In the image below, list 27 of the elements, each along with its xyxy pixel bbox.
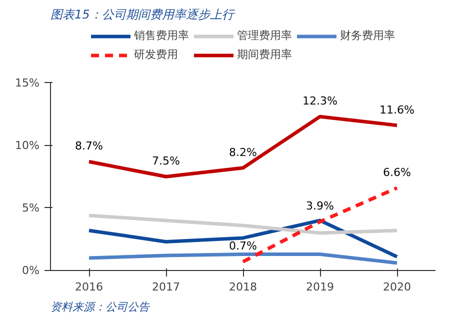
legend-label: 管理费用率 xyxy=(237,28,292,43)
x-tick-label: 2020 xyxy=(383,280,412,294)
legend-label: 期间费用率 xyxy=(237,47,292,62)
legend-label: 销售费用率 xyxy=(134,28,189,43)
x-tick-label: 2019 xyxy=(306,280,334,294)
y-tick-label: 5% xyxy=(22,201,40,214)
data-label: 11.6% xyxy=(380,103,414,116)
data-label: 6.6% xyxy=(383,166,411,179)
y-tick-label: 15% xyxy=(15,76,40,90)
line-series xyxy=(87,214,399,235)
data-label: 8.7% xyxy=(75,140,103,153)
data-label: 12.3% xyxy=(302,94,338,108)
line-series xyxy=(87,252,399,265)
x-tick-label: 2018 xyxy=(229,280,258,294)
x-tick-label: 2016 xyxy=(75,280,104,294)
chart-title: 图表15：公司期间费用率逐步上行 xyxy=(50,8,236,22)
legend-label: 财务费用率 xyxy=(340,28,395,43)
y-tick-label: 0% xyxy=(22,264,40,277)
data-label: 7.5% xyxy=(152,154,180,168)
data-label: 3.9% xyxy=(306,200,334,213)
line-series xyxy=(87,218,399,258)
y-tick-label: 10% xyxy=(15,138,40,152)
data-label: 8.2% xyxy=(229,146,257,159)
text: 资料来源：公司公告 xyxy=(50,300,150,314)
x-tick-label: 2017 xyxy=(152,280,180,294)
legend-label: 研发费用 xyxy=(134,47,178,62)
data-label: 0.7% xyxy=(229,240,257,253)
